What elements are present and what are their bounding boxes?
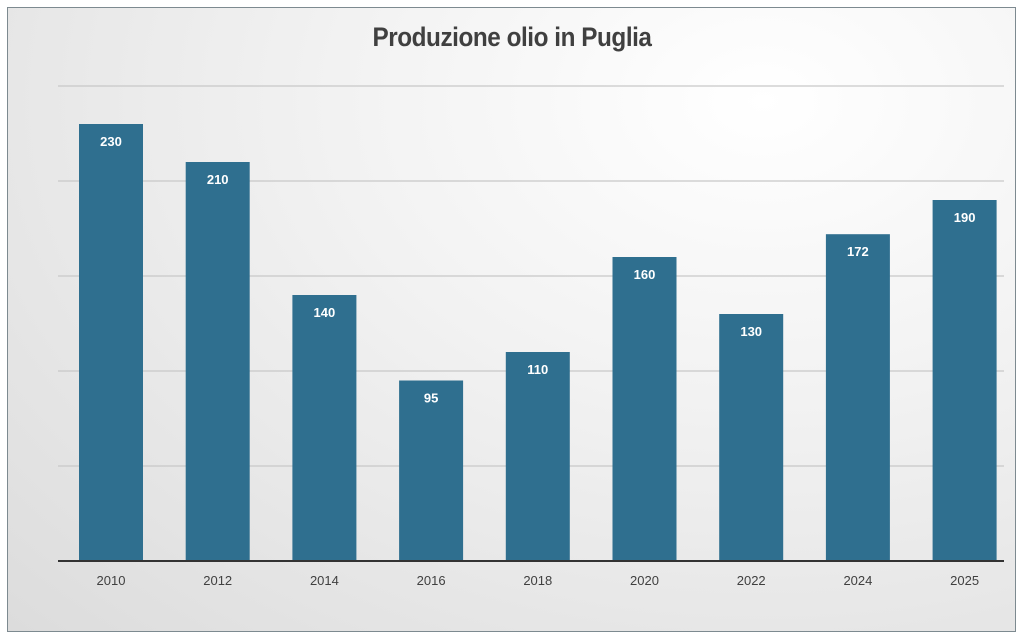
x-tick-label-2012: 2012 [203,573,232,588]
bar-2022 [719,314,784,561]
x-tick-label-2022: 2022 [737,573,766,588]
bar-2016 [399,380,464,561]
data-label-2016: 95 [424,391,438,406]
x-tick-label-2016: 2016 [417,573,446,588]
x-tick-label-2020: 2020 [630,573,659,588]
x-tick-label-2010: 2010 [97,573,126,588]
x-tick-label-2014: 2014 [310,573,339,588]
x-tick-label-2024: 2024 [843,573,872,588]
data-label-2020: 160 [634,267,656,282]
bar-2012 [185,162,250,561]
chart-title: Produzione olio in Puglia [372,22,652,52]
data-label-2012: 210 [207,172,229,187]
data-label-2010: 230 [100,134,122,149]
data-label-2022: 130 [740,324,762,339]
data-label-2025: 190 [954,210,976,225]
bar-2020 [612,257,677,561]
data-label-2024: 172 [847,244,869,259]
bar-2018 [505,352,570,561]
data-label-2014: 140 [314,305,336,320]
x-tick-label-2025: 2025 [950,573,979,588]
bar-2024 [825,234,890,561]
data-label-2018: 110 [527,362,548,377]
bar-2025 [932,200,997,561]
bar-2014 [292,295,357,561]
bar-2010 [79,124,143,561]
x-tick-label-2018: 2018 [523,573,552,588]
